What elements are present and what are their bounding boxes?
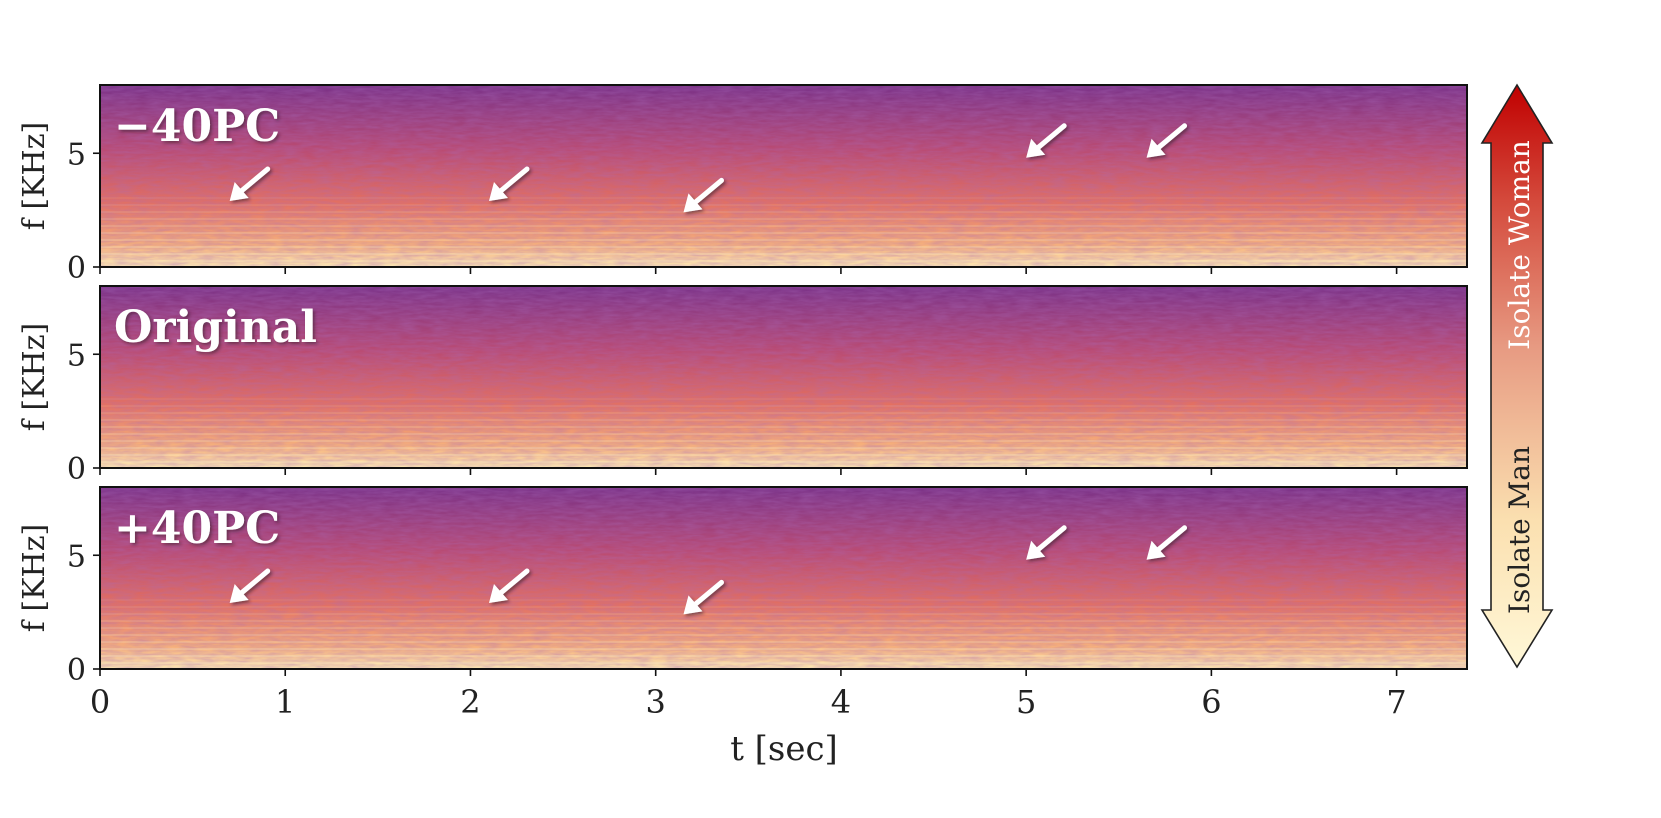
panel-label: −40PC — [114, 101, 280, 152]
colorbar-bottom-label: Isolate Man — [1503, 446, 1536, 614]
arrow-head — [683, 193, 703, 213]
annotation-arrow — [488, 166, 530, 202]
arrow-head — [1026, 540, 1046, 560]
x-tick-label: 4 — [831, 683, 851, 721]
arrow-shaft — [1031, 525, 1067, 556]
y-tick-label: 0 — [67, 251, 86, 286]
arrow-shaft — [688, 177, 724, 208]
annotation-arrow — [1146, 525, 1188, 560]
colorbar-top-label: Isolate Woman — [1503, 140, 1536, 350]
y-axis-label: f [KHz] — [17, 122, 52, 230]
spectrogram-panel: 0 5 f [KHz] 0 1 2 3 4 5 6 7 +40PC — [17, 486, 1468, 721]
arrow-shaft — [235, 568, 271, 599]
arrow-shaft — [1152, 525, 1188, 556]
x-tick-label: 3 — [646, 683, 666, 721]
annotation-arrow — [1026, 525, 1067, 560]
panel-label: +40PC — [114, 503, 280, 554]
x-tick-label: 0 — [90, 683, 110, 721]
annotation-arrow — [1146, 123, 1188, 158]
arrow-head — [1146, 138, 1166, 158]
y-tick-label: 5 — [67, 338, 86, 373]
arrow-head — [1146, 540, 1166, 560]
arrow-head — [229, 584, 249, 604]
spectrogram-texture — [100, 286, 1467, 468]
y-axis-label: f [KHz] — [17, 323, 52, 431]
annotation-arrow — [229, 568, 271, 604]
x-tick-label: 2 — [460, 683, 480, 721]
arrow-shaft — [688, 579, 724, 610]
y-tick-label: 5 — [67, 539, 86, 574]
arrow-head — [1026, 138, 1046, 158]
panel-label: Original — [114, 302, 317, 353]
spectrogram-texture — [100, 85, 1467, 267]
panel-frame — [99, 84, 1468, 268]
x-tick-label: 7 — [1386, 683, 1406, 721]
spectrogram-panel: 0 5 f [KHz] Original — [17, 285, 1468, 487]
arrow-shaft — [494, 166, 530, 197]
arrow-shaft — [1152, 123, 1188, 154]
arrow-head — [488, 584, 508, 604]
colorbar-gradient-arrow — [1480, 83, 1554, 669]
x-tick-label: 6 — [1201, 683, 1221, 721]
arrow-head — [683, 595, 703, 615]
annotation-arrow — [1026, 123, 1067, 158]
spectrogram-texture — [100, 487, 1467, 669]
arrow-head — [229, 182, 249, 202]
annotation-arrow — [683, 579, 724, 615]
annotation-arrow — [683, 177, 724, 213]
panel-frame — [99, 486, 1468, 670]
annotation-arrow — [488, 568, 530, 604]
arrow-shaft — [494, 568, 530, 599]
y-tick-label: 0 — [67, 653, 86, 688]
y-tick-label: 5 — [67, 137, 86, 172]
colorbar-arrow: Isolate Woman Isolate Man — [1480, 83, 1554, 669]
arrow-shaft — [235, 166, 271, 197]
arrow-head — [488, 182, 508, 202]
spectrogram-panel: 0 5 f [KHz] −40PC — [17, 84, 1468, 286]
panel-frame — [99, 285, 1468, 469]
annotation-arrow — [229, 166, 271, 202]
arrow-shaft — [1031, 123, 1067, 154]
y-axis-label: f [KHz] — [17, 524, 52, 632]
x-axis-label: t [sec] — [730, 729, 838, 769]
x-tick-label: 1 — [275, 683, 295, 721]
x-tick-label: 5 — [1016, 683, 1036, 721]
y-tick-label: 0 — [67, 452, 86, 487]
